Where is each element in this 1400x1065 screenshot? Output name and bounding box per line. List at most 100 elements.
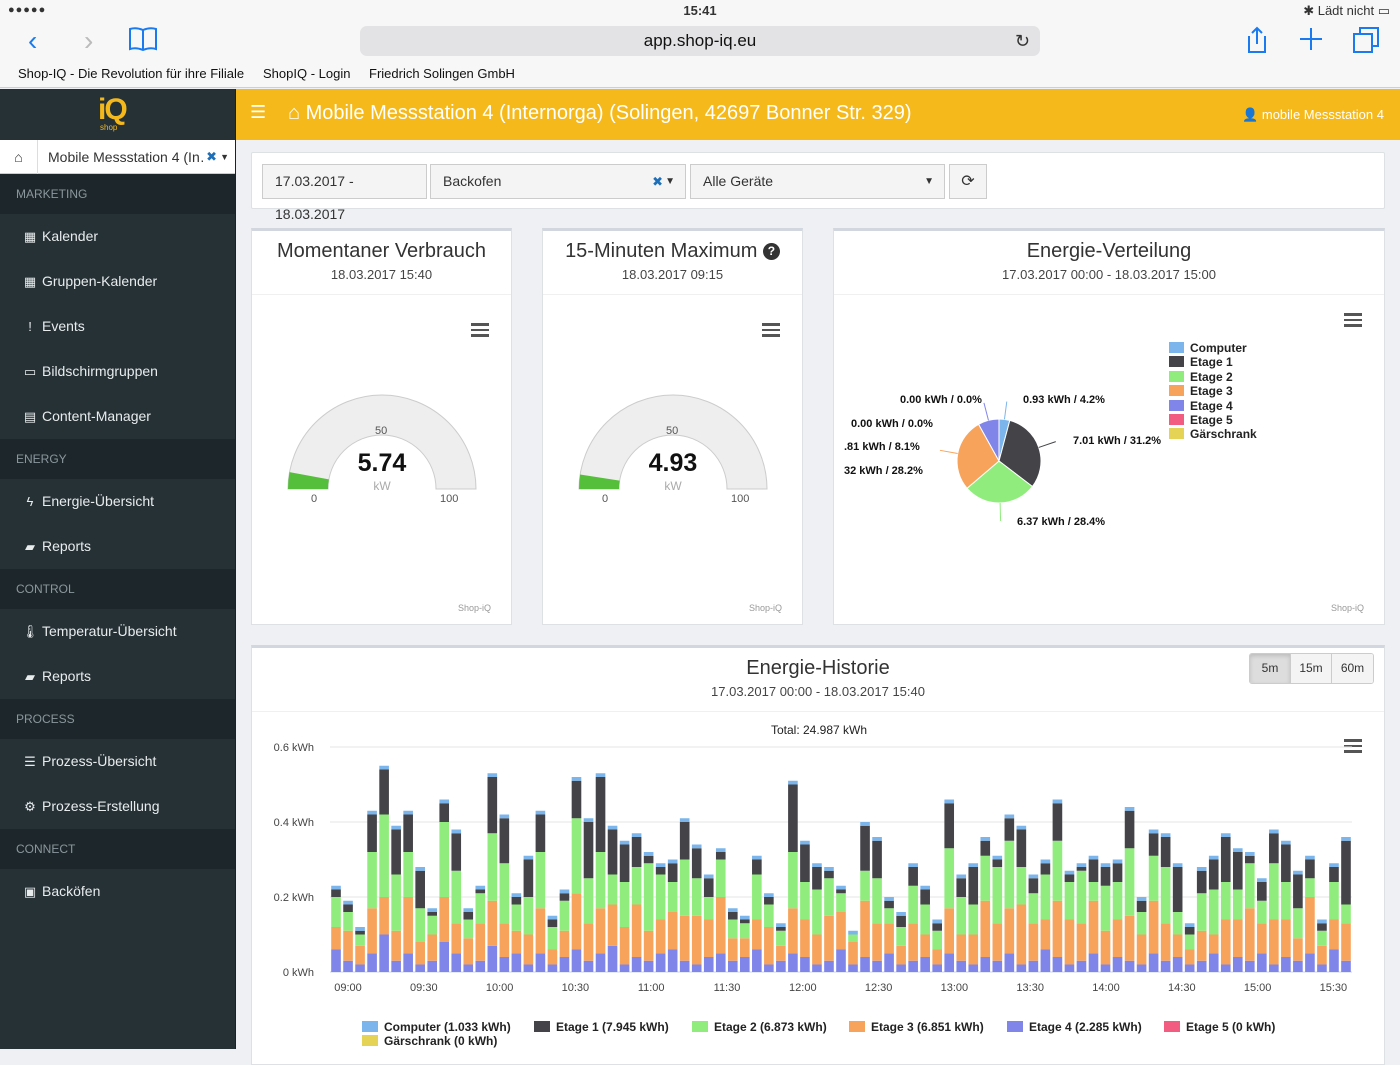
bar-segment-etage-3[interactable] <box>632 905 642 958</box>
bar-segment-etage-3[interactable] <box>1005 908 1015 953</box>
bar-segment-etage-1[interactable] <box>956 878 966 897</box>
bar-segment-etage-2[interactable] <box>1317 931 1327 946</box>
bar-segment-etage-4[interactable] <box>1077 961 1087 972</box>
bar-segment-etage-1[interactable] <box>1209 860 1219 890</box>
bar-segment-computer[interactable] <box>884 897 894 901</box>
bar-segment-etage-2[interactable] <box>1125 848 1135 916</box>
bar-segment-etage-4[interactable] <box>752 950 762 973</box>
bar-segment-etage-4[interactable] <box>704 957 714 972</box>
bookmarks-icon[interactable] <box>128 26 158 60</box>
bar-segment-computer[interactable] <box>391 826 401 830</box>
bar-segment-computer[interactable] <box>524 856 534 860</box>
bar-segment-etage-1[interactable] <box>403 815 413 853</box>
bar-segment-computer[interactable] <box>764 893 774 897</box>
bar-segment-etage-4[interactable] <box>403 953 413 972</box>
bar-segment-etage-1[interactable] <box>860 826 870 871</box>
bar-segment-etage-1[interactable] <box>1245 856 1255 864</box>
bar-segment-computer[interactable] <box>608 826 618 830</box>
bar-segment-etage-2[interactable] <box>680 860 690 916</box>
bar-segment-etage-2[interactable] <box>1137 912 1147 935</box>
bar-segment-etage-1[interactable] <box>1341 841 1351 905</box>
sidebar-item-gruppen-kalender[interactable]: ▦Gruppen-Kalender <box>0 259 235 304</box>
bar-segment-etage-4[interactable] <box>848 965 858 973</box>
bar-segment-computer[interactable] <box>1245 852 1255 856</box>
bar-segment-computer[interactable] <box>379 766 389 770</box>
bar-segment-computer[interactable] <box>1317 920 1327 924</box>
bookmark-solingen[interactable]: Friedrich Solingen GmbH <box>369 66 515 81</box>
bar-segment-etage-3[interactable] <box>608 905 618 946</box>
bar-segment-etage-4[interactable] <box>488 946 498 972</box>
bar-segment-etage-1[interactable] <box>968 867 978 905</box>
bar-segment-etage-1[interactable] <box>740 920 750 924</box>
bar-segment-etage-3[interactable] <box>1041 920 1051 950</box>
bar-segment-etage-1[interactable] <box>1173 867 1183 912</box>
bar-segment-etage-4[interactable] <box>728 961 738 972</box>
bar-segment-etage-4[interactable] <box>475 961 485 972</box>
bar-segment-etage-2[interactable] <box>632 867 642 905</box>
bar-segment-etage-1[interactable] <box>812 867 822 890</box>
bar-segment-computer[interactable] <box>1065 871 1075 875</box>
bar-segment-etage-2[interactable] <box>391 875 401 931</box>
bar-segment-etage-1[interactable] <box>1293 875 1303 909</box>
bar-segment-etage-4[interactable] <box>367 953 377 972</box>
bar-segment-etage-4[interactable] <box>331 950 341 973</box>
legend-item[interactable]: Etage 4 (2.285 kWh) <box>1007 1020 1142 1034</box>
bar-segment-etage-3[interactable] <box>1293 938 1303 961</box>
bar-segment-etage-2[interactable] <box>1113 882 1123 920</box>
bar-segment-computer[interactable] <box>475 886 485 890</box>
bar-segment-computer[interactable] <box>367 811 377 815</box>
bar-segment-etage-2[interactable] <box>1017 867 1027 905</box>
bar-segment-etage-3[interactable] <box>500 923 510 957</box>
bar-segment-computer[interactable] <box>1137 897 1147 901</box>
bar-segment-etage-3[interactable] <box>1269 920 1279 965</box>
bar-segment-etage-3[interactable] <box>391 931 401 961</box>
user-menu[interactable]: 👤 mobile Messstation 4 <box>1242 107 1384 123</box>
bar-segment-etage-4[interactable] <box>1317 965 1327 973</box>
bar-segment-etage-1[interactable] <box>1317 923 1327 931</box>
bar-segment-etage-1[interactable] <box>1221 837 1231 882</box>
legend-item[interactable]: Etage 1 (7.945 kWh) <box>534 1020 669 1034</box>
bar-segment-computer[interactable] <box>993 856 1003 860</box>
legend-item[interactable]: Etage 2 (6.873 kWh) <box>692 1020 827 1034</box>
bar-segment-computer[interactable] <box>355 927 365 931</box>
sidebar-item-kalender[interactable]: ▦Kalender <box>0 214 235 259</box>
bar-segment-etage-3[interactable] <box>427 935 437 961</box>
bar-segment-etage-1[interactable] <box>488 777 498 833</box>
bar-segment-etage-4[interactable] <box>1005 953 1015 972</box>
legend-item[interactable]: Etage 5 (0 kWh) <box>1164 1020 1275 1034</box>
bar-segment-etage-3[interactable] <box>488 901 498 946</box>
bar-segment-etage-3[interactable] <box>415 942 425 965</box>
bar-segment-etage-2[interactable] <box>993 867 1003 923</box>
bar-segment-etage-2[interactable] <box>764 905 774 928</box>
bar-segment-etage-4[interactable] <box>620 965 630 973</box>
bar-segment-etage-3[interactable] <box>764 927 774 965</box>
bar-segment-etage-4[interactable] <box>680 961 690 972</box>
bar-segment-etage-2[interactable] <box>1173 912 1183 935</box>
bar-segment-etage-1[interactable] <box>1101 867 1111 886</box>
range-60m-button[interactable]: 60m <box>1332 654 1373 683</box>
bar-segment-etage-4[interactable] <box>584 961 594 972</box>
bar-segment-etage-3[interactable] <box>1341 923 1351 961</box>
bar-segment-etage-1[interactable] <box>1305 860 1315 879</box>
bar-segment-etage-3[interactable] <box>1245 908 1255 961</box>
bar-segment-etage-4[interactable] <box>1269 965 1279 973</box>
bar-segment-computer[interactable] <box>920 886 930 890</box>
bar-segment-etage-4[interactable] <box>1341 961 1351 972</box>
bar-segment-etage-3[interactable] <box>1161 923 1171 961</box>
bar-segment-etage-3[interactable] <box>439 897 449 942</box>
bar-segment-etage-3[interactable] <box>752 920 762 950</box>
bar-segment-etage-1[interactable] <box>788 785 798 853</box>
bar-segment-etage-4[interactable] <box>596 953 606 972</box>
bar-segment-etage-1[interactable] <box>367 815 377 853</box>
back-icon[interactable]: ‹ <box>28 26 37 56</box>
bar-segment-etage-4[interactable] <box>536 953 546 972</box>
bar-segment-computer[interactable] <box>812 863 822 867</box>
bar-segment-etage-3[interactable] <box>560 931 570 957</box>
date-range-picker[interactable]: 17.03.2017 - 18.03.2017 <box>262 164 427 199</box>
bar-segment-etage-2[interactable] <box>656 875 666 920</box>
chart-credit[interactable]: Shop-iQ <box>749 603 782 613</box>
bar-segment-etage-1[interactable] <box>1041 863 1051 874</box>
bar-segment-computer[interactable] <box>1161 833 1171 837</box>
home-icon[interactable]: ⌂ <box>0 140 38 174</box>
